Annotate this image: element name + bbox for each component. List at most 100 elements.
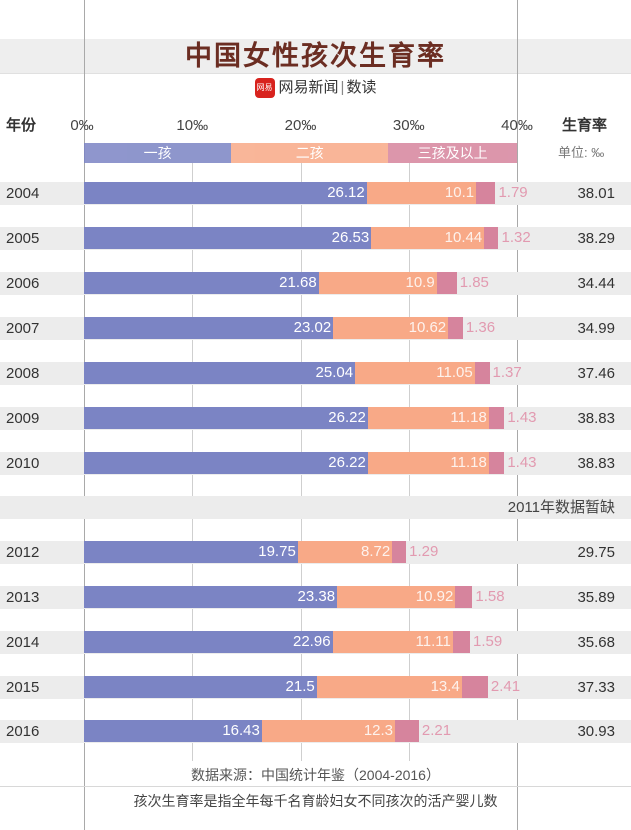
bar-second-child xyxy=(366,182,477,204)
chart-title: 中国女性孩次生育率 xyxy=(185,41,446,71)
bar-first-child xyxy=(84,586,338,608)
total-value: 35.68 xyxy=(577,634,615,651)
brand: 网易 网易新闻 | 数读 xyxy=(0,78,631,99)
total-value: 34.44 xyxy=(577,275,615,292)
bar-third-child xyxy=(476,182,496,204)
bar-first-child xyxy=(84,317,334,339)
bar-label-first: 26.22 xyxy=(328,454,366,471)
bar-label-first: 16.43 xyxy=(222,722,260,739)
x-tick-label: 0‰ xyxy=(70,117,94,134)
bar-second-child xyxy=(333,317,449,339)
x-tick-label: 40‰ xyxy=(501,117,533,134)
missing-year-note: 2011年数据暂缺 xyxy=(507,499,615,516)
footer-divider xyxy=(0,786,631,787)
bar-second-child xyxy=(261,720,395,742)
year-label: 2006 xyxy=(6,275,40,292)
bar-label-first: 25.04 xyxy=(315,364,354,381)
total-header: 生育率 xyxy=(562,117,608,134)
year-label: 2005 xyxy=(6,230,40,247)
bar-third-child xyxy=(395,720,419,742)
unit-label: 单位: ‰ xyxy=(558,145,605,160)
bar-label-second: 10.1 xyxy=(444,184,475,201)
bar-first-child xyxy=(84,452,368,474)
total-value: 35.89 xyxy=(577,589,615,606)
total-value: 38.83 xyxy=(577,410,615,427)
bar-label-first: 26.53 xyxy=(331,229,370,246)
bar-label-third: 1.37 xyxy=(492,364,522,381)
year-label: 2007 xyxy=(6,320,40,337)
bar-label-third: 1.59 xyxy=(473,633,503,650)
netease-logo-icon: 网易 xyxy=(254,78,275,99)
bar-label-first: 21.5 xyxy=(285,678,315,695)
bar-third-child xyxy=(452,631,470,653)
bar-label-second: 11.05 xyxy=(436,364,473,381)
year-label: 2012 xyxy=(6,544,40,561)
x-tick-label: 10‰ xyxy=(176,117,209,134)
total-value: 29.75 xyxy=(577,544,615,561)
bar-label-first: 19.75 xyxy=(258,543,296,560)
x-tick-label: 30‰ xyxy=(392,117,425,134)
bar-first-child xyxy=(84,631,333,653)
brand-separator: | xyxy=(340,79,345,96)
bar-third-child xyxy=(474,362,490,384)
bar-second-child xyxy=(367,407,489,429)
bar-label-second: 10.62 xyxy=(408,319,447,336)
year-label: 2004 xyxy=(6,185,40,202)
bar-second-child xyxy=(367,452,489,474)
legend-item: 三孩及以上 xyxy=(388,143,517,163)
legend-item: 二孩 xyxy=(231,143,389,163)
total-value: 38.83 xyxy=(577,455,615,472)
bar-label-third: 1.43 xyxy=(507,454,537,471)
bar-first-child xyxy=(84,272,319,294)
bar-first-child xyxy=(84,541,298,563)
bar-third-child xyxy=(455,586,473,608)
bar-label-third: 2.41 xyxy=(490,678,521,695)
bar-label-third: 1.43 xyxy=(507,409,537,426)
source-text: 数据来源：中国统计年鉴（2004-2016） xyxy=(191,767,440,783)
bar-label-third: 1.79 xyxy=(498,184,528,201)
bar-label-first: 23.02 xyxy=(293,319,332,336)
bar-label-first: 26.22 xyxy=(328,409,366,426)
bar-first-child xyxy=(84,407,368,429)
bar-label-first: 22.96 xyxy=(293,633,331,650)
year-label: 2015 xyxy=(6,679,40,696)
bar-third-child xyxy=(436,272,457,294)
title-band xyxy=(0,39,631,74)
bar-label-third: 1.58 xyxy=(475,588,505,605)
bar-label-second: 10.9 xyxy=(405,274,435,291)
bar-first-child xyxy=(84,720,262,742)
bar-label-second: 11.11 xyxy=(415,633,451,650)
year-label: 2014 xyxy=(6,634,40,651)
footnote-text: 孩次生育率是指全年每千名育龄妇女不同孩次的活产婴儿数 xyxy=(133,793,498,809)
total-value: 34.99 xyxy=(577,320,615,337)
bar-first-child xyxy=(84,362,356,384)
bar-label-second: 8.72 xyxy=(361,543,391,560)
year-label: 2016 xyxy=(6,723,40,740)
bar-third-child xyxy=(484,227,499,249)
bar-label-first: 26.12 xyxy=(327,184,365,201)
bar-label-third: 2.21 xyxy=(421,722,452,739)
bar-label-second: 12.3 xyxy=(363,722,394,739)
bar-label-second: 10.44 xyxy=(444,229,483,246)
total-value: 38.29 xyxy=(577,230,615,247)
bar-label-first: 21.68 xyxy=(279,274,317,291)
bar-first-child xyxy=(84,227,372,249)
bar-second-child xyxy=(337,586,456,608)
bar-second-child xyxy=(371,227,485,249)
brand-name: 网易新闻 xyxy=(278,79,339,96)
bar-label-third: 1.36 xyxy=(465,319,496,336)
total-value: 38.01 xyxy=(577,185,615,202)
legend-item: 一孩 xyxy=(84,143,232,163)
bar-third-child xyxy=(488,407,505,429)
total-value: 37.33 xyxy=(577,679,615,696)
year-label: 2009 xyxy=(6,410,40,427)
bar-label-second: 11.18 xyxy=(450,409,487,426)
bar-second-child xyxy=(332,631,453,653)
bar-label-third: 1.85 xyxy=(459,274,489,291)
bar-label-second: 13.4 xyxy=(430,678,460,695)
bar-label-third: 1.29 xyxy=(409,543,439,560)
year-header: 年份 xyxy=(6,117,37,134)
bar-third-child xyxy=(461,676,488,698)
missing-year-row xyxy=(0,496,631,519)
bar-second-child xyxy=(316,676,462,698)
